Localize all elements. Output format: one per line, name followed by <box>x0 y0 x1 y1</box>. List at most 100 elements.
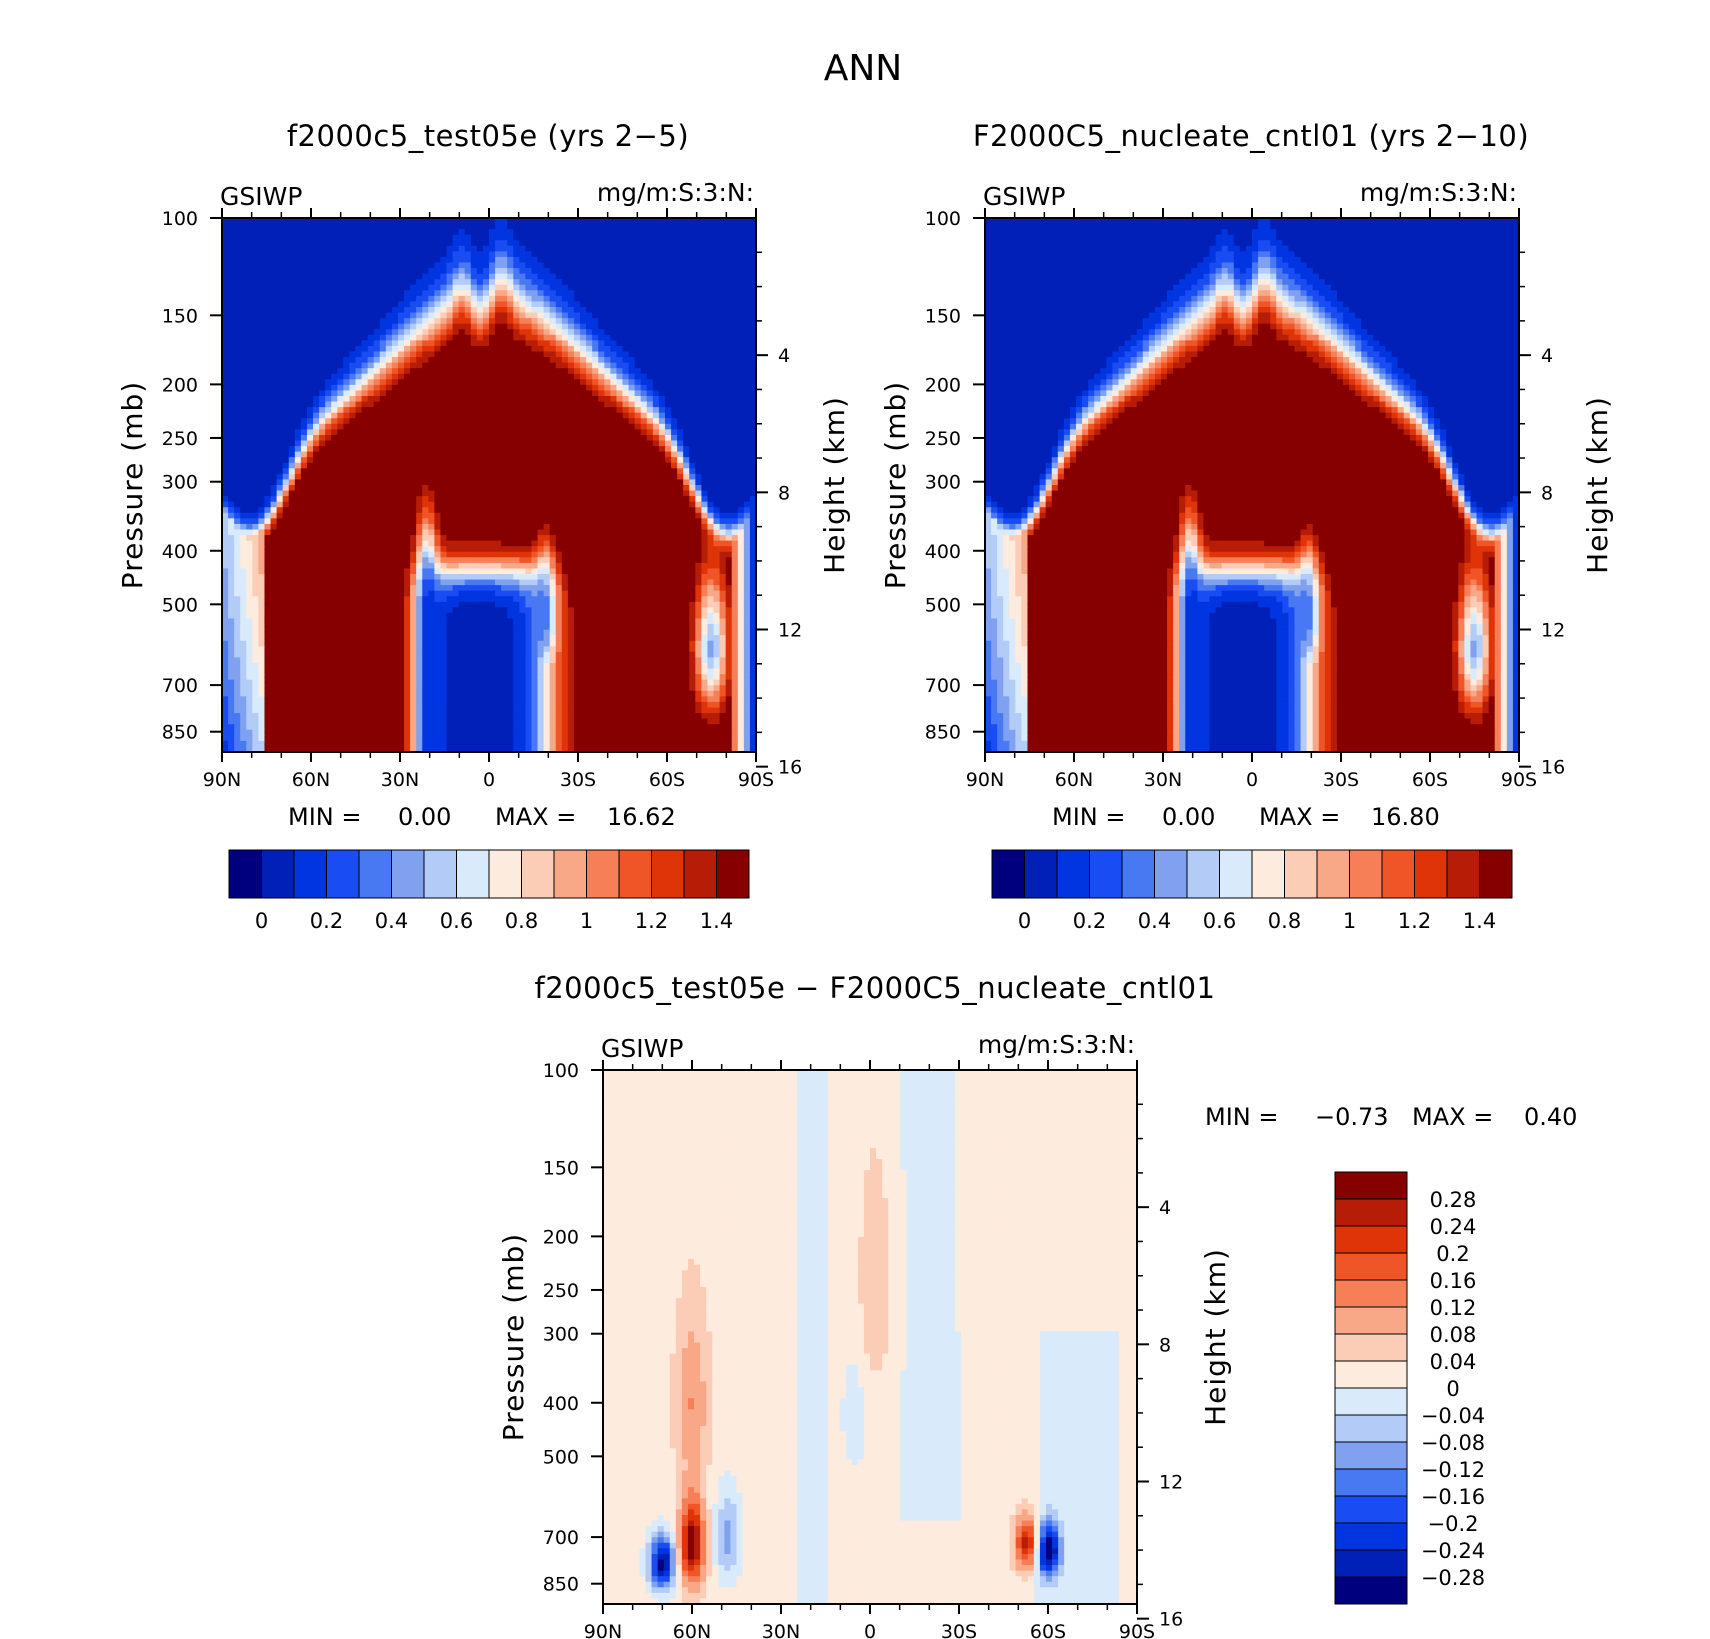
test-cell <box>622 396 630 403</box>
test-cell <box>385 407 393 414</box>
test-cell <box>592 462 599 469</box>
test-cell <box>367 529 375 536</box>
test-cell <box>440 262 448 269</box>
test-cell <box>567 523 575 531</box>
test-cell <box>604 379 611 386</box>
test-cell <box>501 323 508 330</box>
test-cell <box>701 345 709 353</box>
test-cell <box>325 512 332 519</box>
test-cell <box>294 501 302 508</box>
test-cell <box>640 334 648 341</box>
test-cell <box>270 423 278 430</box>
test-cell <box>464 462 472 469</box>
test-cell <box>731 295 739 303</box>
test-cell <box>228 412 235 419</box>
test-cell <box>222 334 229 341</box>
test-cell <box>580 479 587 486</box>
test-cell <box>264 307 272 314</box>
test-cell <box>531 401 539 408</box>
test-cell <box>246 256 253 264</box>
test-cell <box>537 362 545 369</box>
test-cell <box>640 351 648 358</box>
test-cell <box>222 351 229 358</box>
test-cell <box>634 256 642 264</box>
test-cell <box>646 340 654 347</box>
test-cell <box>725 351 733 358</box>
test-cell <box>561 318 569 325</box>
test-cell <box>222 468 229 475</box>
test-cell <box>634 523 642 531</box>
test-cell <box>622 218 630 225</box>
test-cell <box>592 507 599 514</box>
test-cell <box>701 301 709 308</box>
test-cell <box>567 279 575 286</box>
test-cell <box>440 384 448 392</box>
test-cell <box>737 468 745 475</box>
test-cell <box>258 485 266 492</box>
test-cell <box>343 496 351 503</box>
test-cell <box>385 223 393 230</box>
test-cell <box>228 401 235 408</box>
test-cell <box>355 373 363 380</box>
test-cell <box>640 345 648 353</box>
test-cell <box>349 384 357 392</box>
test-cell <box>586 446 593 453</box>
test-cell <box>422 368 429 375</box>
test-cell <box>270 240 278 247</box>
test-cell <box>337 396 344 403</box>
test-cell <box>276 295 284 303</box>
test-cell <box>507 429 514 436</box>
test-cell <box>319 234 326 241</box>
test-cell <box>507 312 514 319</box>
test-cell <box>222 462 229 469</box>
test-cell <box>598 268 605 275</box>
test-cell <box>731 301 739 308</box>
test-cell <box>379 512 387 519</box>
test-cell <box>367 512 375 519</box>
test-cell <box>222 256 229 264</box>
test-cell <box>749 268 757 275</box>
test-cell <box>404 429 411 436</box>
test-cell <box>246 301 253 308</box>
test-cell <box>683 379 690 386</box>
test-cell <box>749 468 757 475</box>
test-cell <box>397 490 405 497</box>
test-cell <box>276 479 284 486</box>
test-cell <box>646 462 654 469</box>
test-cell <box>458 245 466 252</box>
test-cell <box>282 234 290 241</box>
test-cell <box>361 362 369 369</box>
test-cell <box>410 362 417 369</box>
test-cell <box>434 323 442 330</box>
test-cell <box>561 273 569 280</box>
test-cell <box>234 334 241 341</box>
test-cell <box>695 218 702 225</box>
test-cell <box>306 373 314 380</box>
test-cell <box>397 273 405 280</box>
test-cell <box>743 479 751 486</box>
test-cell <box>573 457 581 464</box>
test-cell <box>476 256 484 264</box>
test-cell <box>537 334 545 341</box>
test-cell <box>434 485 442 492</box>
test-cell <box>404 251 411 258</box>
test-cell <box>531 357 539 364</box>
test-cell <box>580 451 587 458</box>
test-cell <box>549 318 557 325</box>
test-cell <box>331 295 338 303</box>
test-cell <box>658 473 666 481</box>
test-cell <box>404 473 411 481</box>
test-cell <box>361 451 369 458</box>
test-cell <box>361 357 369 364</box>
test-cell <box>549 262 557 269</box>
test-cell <box>288 229 296 236</box>
test-cell <box>300 507 308 514</box>
test-cell <box>331 279 338 286</box>
test-cell <box>495 423 502 430</box>
test-cell <box>234 357 241 364</box>
test-cell <box>222 390 229 397</box>
test-cell <box>276 223 284 230</box>
test-cell <box>677 518 684 525</box>
test-cell <box>616 340 624 347</box>
test-cell <box>476 357 484 364</box>
